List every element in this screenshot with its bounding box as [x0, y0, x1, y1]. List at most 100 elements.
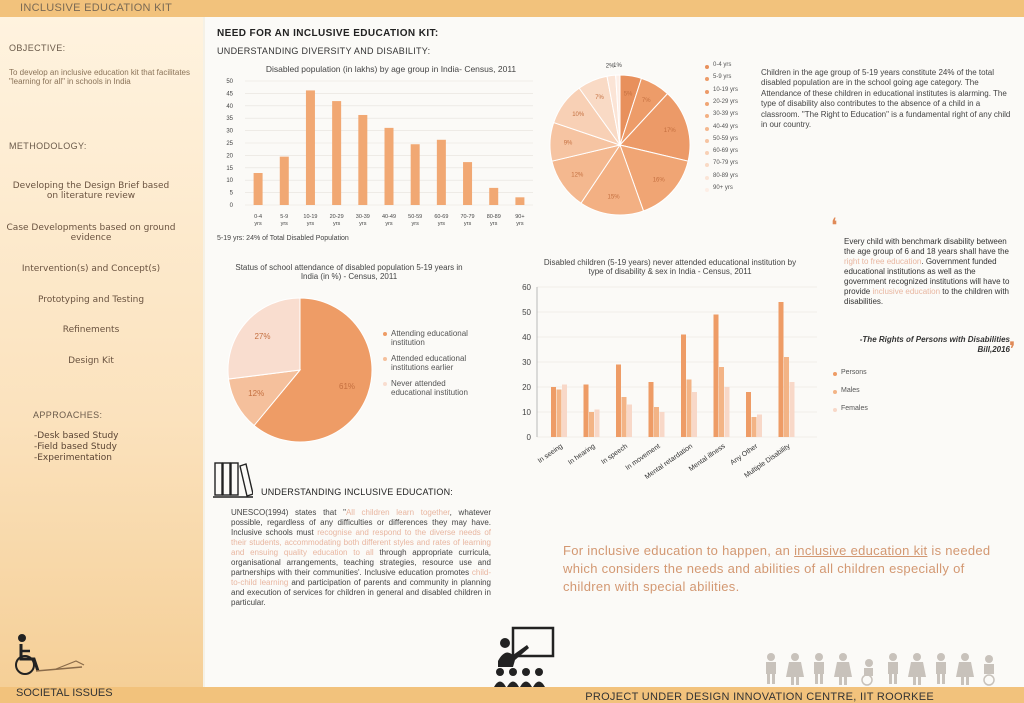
pie-slice: [580, 143, 645, 216]
top-bar: INCLUSIVE EDUCATION KIT: [0, 0, 1024, 17]
legend-label: Attended educational institutions earlie…: [391, 354, 467, 372]
legend-label: 80-89 yrs: [713, 172, 739, 179]
teacher-icon: [494, 626, 555, 687]
x-tick-label: 60-69 yrs: [434, 214, 448, 227]
attendance-pie-title: Status of school attendance of disabled …: [235, 263, 463, 282]
bar: [789, 382, 795, 437]
methodology-title: METHODOLOGY:: [9, 141, 87, 151]
bar: [410, 144, 420, 205]
age-bar-chart: 0 5 10 15 20 25 30 35 40 45 50 0-4 yrs 5-9 yrs 10-19 yrs…: [226, 79, 533, 227]
bar: [332, 101, 342, 205]
legend-swatch: [705, 138, 709, 143]
objective-title: OBJECTIVE:: [9, 43, 66, 53]
slice-label: 16%: [653, 178, 666, 184]
y-tick-label: 35: [226, 116, 233, 122]
legend-label: 70-79 yrs: [713, 160, 739, 167]
books-icon: [213, 462, 253, 498]
x-tick-label: 0-4 yrs: [254, 214, 262, 227]
legend-label: Persons: [841, 369, 867, 376]
slice-label: 7%: [595, 95, 604, 101]
children-group-icon: [766, 653, 995, 686]
y-tick-label: 60: [522, 283, 531, 292]
y-tick-label: 30: [522, 358, 531, 367]
legend-label: 20-29 yrs: [713, 98, 739, 105]
legend-label: 50-59 yrs: [713, 135, 739, 142]
bar: [556, 389, 562, 437]
x-tick-label: In speech: [600, 443, 629, 466]
method-item-4: Prototyping and Testing: [37, 295, 145, 305]
x-tick-label: 70-79 yrs: [461, 214, 475, 227]
bar: [719, 367, 724, 437]
bar: [621, 397, 627, 437]
y-tick-label: 40: [522, 333, 531, 342]
bar: [692, 392, 697, 437]
unesco-paragraph: UNESCO(1994) states that "All children l…: [231, 508, 492, 607]
bar-chart-1-title: Disabled population (in lakhs) by age gr…: [265, 64, 517, 74]
x-tick-label: 90+ yrs: [515, 214, 524, 227]
method-item-5: Refinements: [62, 325, 120, 335]
bar: [384, 127, 394, 205]
attendance-pie-chart: 61% 12% 27%: [227, 297, 373, 443]
method-item-3: Intervention(s) and Concept(s): [21, 264, 161, 274]
y-tick-label: 45: [226, 91, 233, 97]
y-tick-label: 5: [230, 191, 234, 197]
slice-label: 15%: [608, 195, 621, 201]
slice-label: 1%: [613, 63, 622, 69]
legend-label: 0-4 yrs: [713, 62, 732, 68]
pie-slice: [619, 92, 691, 162]
section-subtitle: UNDERSTANDING DIVERSITY AND DISABILITY:: [217, 46, 431, 56]
bar: [562, 384, 567, 437]
pie-slice: [227, 297, 301, 380]
legend-swatch: [833, 408, 837, 412]
legend-swatch: [705, 163, 709, 168]
x-tick-label: In seeing: [537, 443, 564, 465]
y-tick-label: 20: [226, 153, 233, 159]
bar: [594, 409, 600, 437]
bar: [648, 382, 654, 437]
bottom-statement: For inclusive education to happen, an in…: [563, 543, 991, 595]
slice-label: 9%: [564, 141, 573, 147]
y-tick-label: 15: [226, 166, 233, 172]
bar: [436, 139, 446, 205]
legend-label: 30-39 yrs: [713, 111, 739, 118]
legend-swatch: [705, 188, 709, 192]
y-tick-label: 50: [522, 308, 531, 317]
legend-swatch: [383, 332, 387, 336]
quote-open-icon: ❛: [831, 215, 838, 237]
slice-label: 10%: [572, 112, 585, 118]
slice-label: 5%: [624, 92, 633, 98]
bar: [583, 384, 589, 437]
pie-slice: [615, 74, 621, 146]
bar: [686, 379, 692, 437]
legend-label: Females: [841, 405, 868, 412]
bar: [746, 392, 751, 437]
objective-text: To develop an inclusive education kit th…: [9, 68, 190, 87]
legend-swatch: [705, 175, 709, 180]
bar: [279, 156, 289, 205]
bar: [659, 412, 665, 437]
sidebar: OBJECTIVE: To develop an inclusive educa…: [0, 17, 203, 687]
x-tick-label: 40-49 yrs: [382, 214, 396, 227]
x-tick-label: In hearing: [567, 443, 597, 467]
legend-swatch: [833, 372, 837, 376]
x-tick-label: 30-39 yrs: [356, 214, 370, 227]
x-tick-label: 5-9 yrs: [280, 214, 288, 227]
y-tick-label: 0: [527, 433, 532, 442]
method-item-6: Design Kit: [68, 356, 114, 366]
legend-label: Never attended educational institution: [391, 379, 468, 397]
main-panel: NEED FOR AN INCLUSIVE EDUCATION KIT: UND…: [205, 17, 1024, 687]
y-tick-label: 30: [226, 129, 233, 135]
bar: [681, 334, 686, 437]
x-tick-label: Any Other: [729, 443, 759, 467]
bar: [489, 187, 499, 205]
legend-swatch: [705, 89, 709, 94]
kit-title: INCLUSIVE EDUCATION KIT: [20, 2, 173, 14]
footer-project: PROJECT UNDER DESIGN INNOVATION CENTRE, …: [585, 691, 934, 703]
x-tick-label: 10-19 yrs: [303, 214, 317, 227]
pie-slice: [619, 144, 689, 212]
approach-2: -Field based Study: [34, 442, 117, 452]
bar: [515, 197, 525, 205]
wheelchair-icon: [15, 634, 85, 675]
bar: [654, 407, 659, 437]
bar: [784, 357, 789, 437]
